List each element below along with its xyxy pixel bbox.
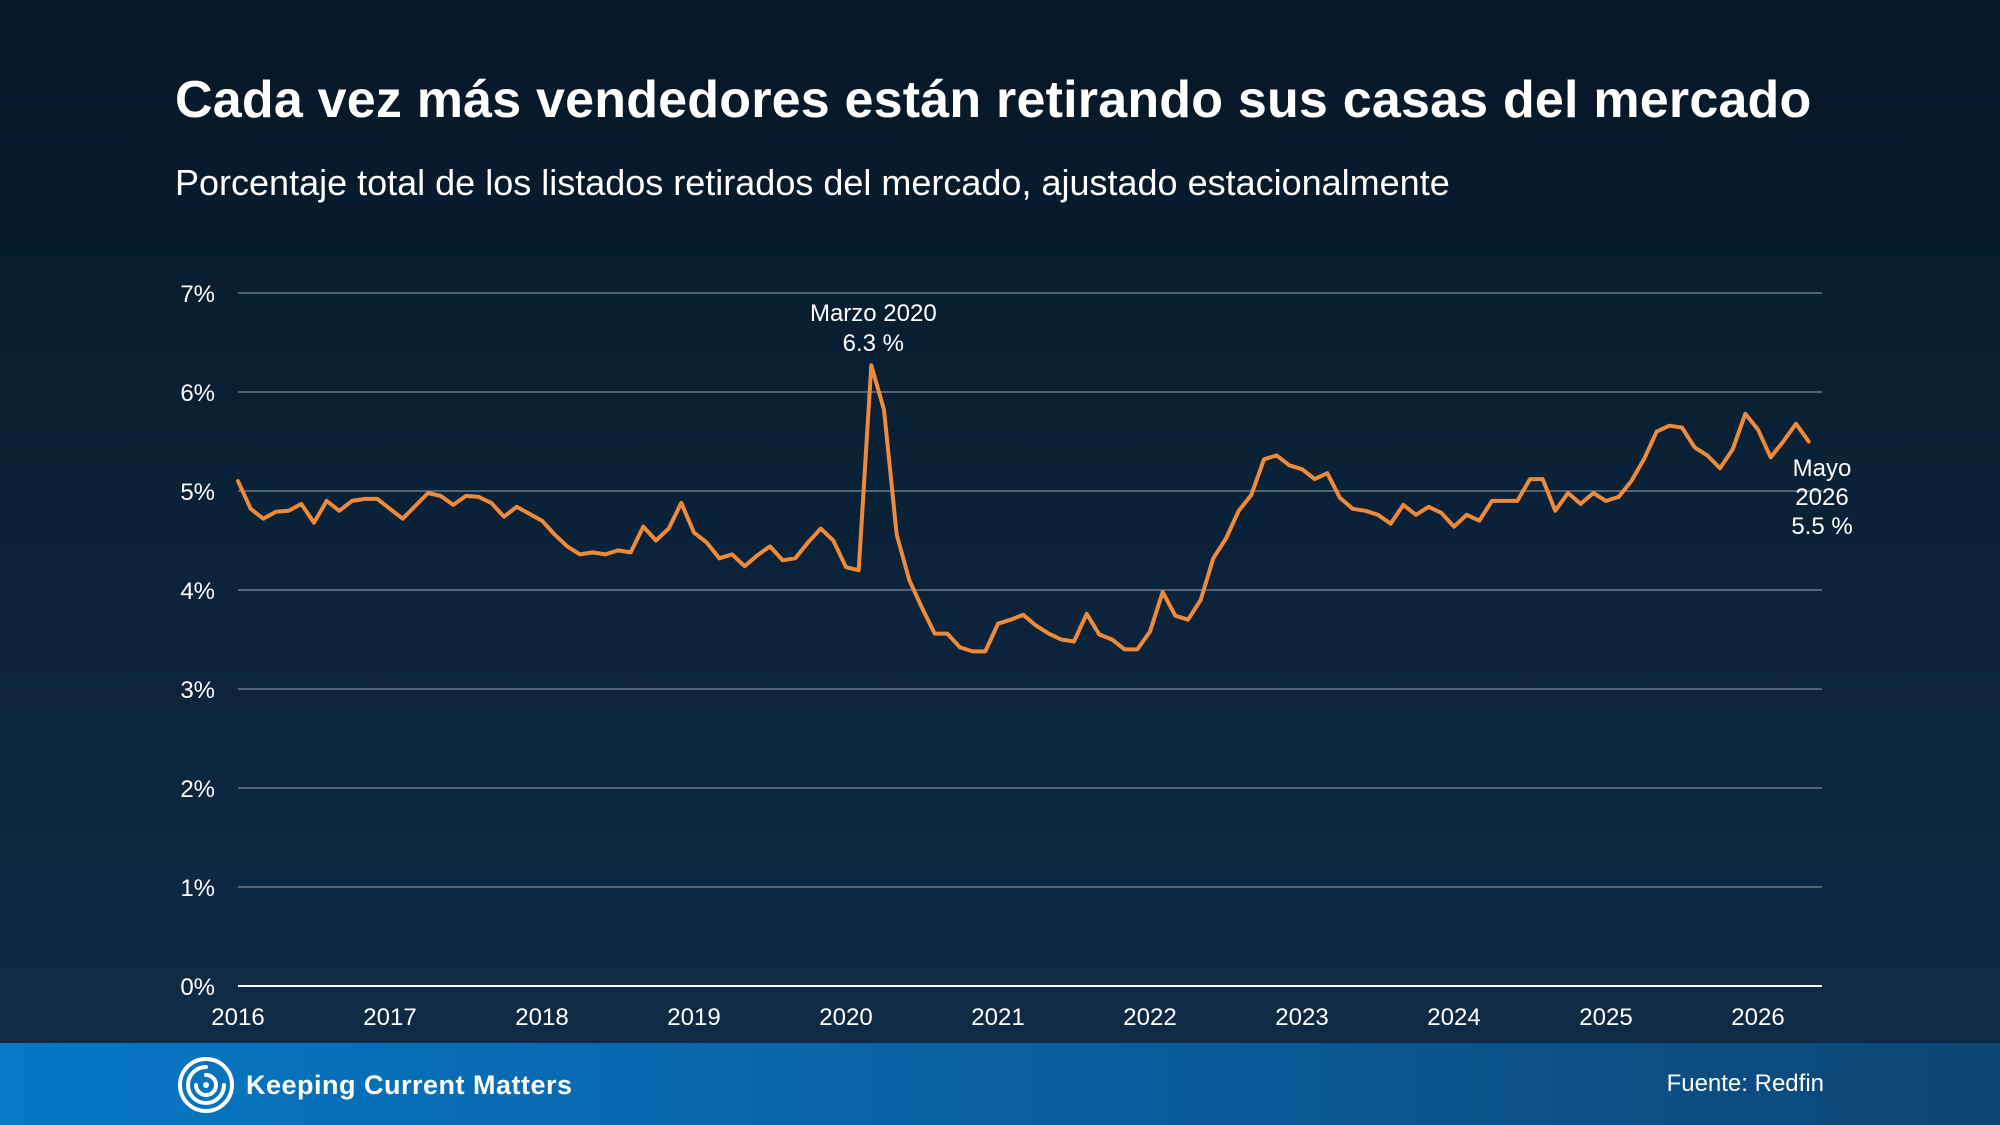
x-tick-label: 2026 — [1731, 1004, 1784, 1031]
x-tick-label: 2022 — [1123, 1004, 1176, 1031]
x-tick-label: 2019 — [667, 1004, 720, 1031]
y-tick-label: 6% — [180, 380, 215, 407]
y-tick-label: 1% — [180, 875, 215, 902]
chart-subtitle: Porcentaje total de los listados retirad… — [175, 162, 1450, 203]
y-tick-label: 0% — [180, 974, 215, 1001]
annotation-peak-value: 6.3 % — [843, 330, 904, 357]
annotation-latest-label: Mayo — [1793, 455, 1852, 482]
annotation-peak-label: Marzo 2020 — [810, 300, 937, 327]
x-tick-label: 2024 — [1427, 1004, 1480, 1031]
series-group — [236, 363, 1811, 654]
x-tick-label: 2018 — [515, 1004, 568, 1031]
y-tick-label: 2% — [180, 776, 215, 803]
source-label: Fuente: Redfin — [1666, 1070, 1824, 1097]
kcm-logo[interactable]: Keeping Current Matters — [178, 1057, 573, 1113]
x-tick-label: 2017 — [363, 1004, 416, 1031]
kcm-swirl-icon — [178, 1057, 234, 1113]
series-line — [236, 363, 1811, 654]
y-axis-tick-labels: 0% 1% 2% 3% 4% 5% 6% 7% — [180, 281, 215, 1001]
x-axis-tick-labels: 2016 2017 2018 2019 2020 2021 2022 2023 2024 2025… — [211, 1004, 1784, 1031]
logo-text: Keeping Current Matters — [246, 1069, 573, 1100]
chart-title: Cada vez más vendedores están retirando … — [175, 71, 1812, 129]
footer-bar: Keeping Current Matters Fuente: Redfin — [0, 1043, 2000, 1125]
grid-lines — [238, 292, 1822, 987]
x-tick-label: 2023 — [1275, 1004, 1328, 1031]
x-tick-label: 2025 — [1579, 1004, 1632, 1031]
y-tick-label: 7% — [180, 281, 215, 308]
x-tick-label: 2021 — [971, 1004, 1024, 1031]
y-tick-label: 4% — [180, 578, 215, 605]
y-tick-label: 5% — [180, 479, 215, 506]
line-chart: 0% 1% 2% 3% 4% 5% 6% 7% 2016 2017 2018 2019 2020 202… — [180, 281, 1853, 1031]
annotation-latest-year: 2026 — [1795, 484, 1848, 511]
x-tick-label: 2020 — [819, 1004, 872, 1031]
annotation-latest-value: 5.5 % — [1791, 513, 1852, 540]
x-tick-label: 2016 — [211, 1004, 264, 1031]
y-tick-label: 3% — [180, 677, 215, 704]
